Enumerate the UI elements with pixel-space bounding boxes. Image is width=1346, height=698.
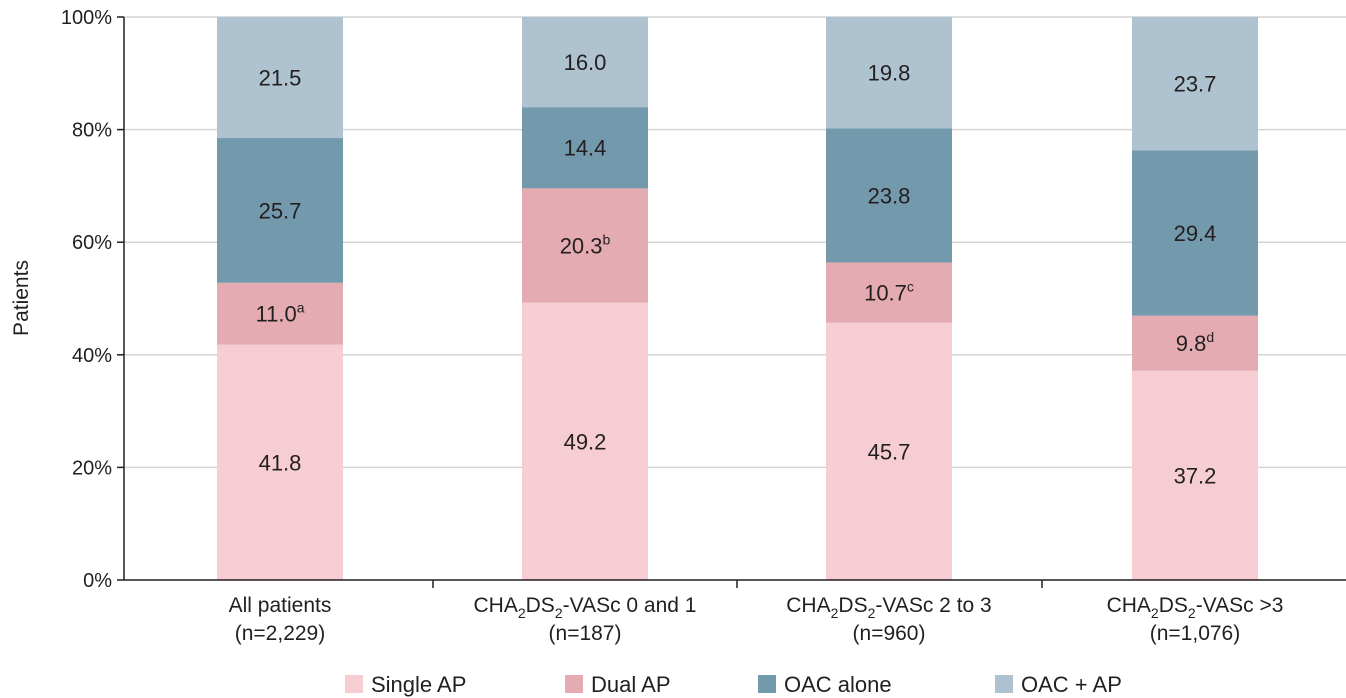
category-sublabel: (n=2,229) [235, 622, 325, 645]
bar-segment [217, 17, 343, 139]
data-label: 14.4 [564, 136, 607, 161]
y-tick-labels: 0% 20% 40% 60% 80% 100% [61, 7, 112, 592]
bar-segment [826, 262, 952, 323]
data-label: 41.8 [259, 450, 302, 475]
y-axis-label: Patients [10, 260, 33, 336]
legend-swatch [995, 675, 1013, 693]
y-tick-label: 80% [72, 120, 112, 142]
axes [117, 16, 1346, 588]
data-label: 25.7 [259, 198, 302, 223]
category-sublabel: (n=960) [853, 622, 926, 645]
bar-segment [1132, 315, 1258, 371]
category-sublabel: (n=187) [549, 622, 622, 645]
data-label: 45.7 [868, 439, 911, 464]
legend-swatch [565, 675, 583, 693]
legend-label: OAC + AP [1021, 672, 1122, 697]
data-label: 49.2 [564, 429, 607, 454]
data-label: 19.8 [868, 61, 911, 86]
data-label: 23.8 [868, 183, 911, 208]
bar-segment [1132, 17, 1258, 151]
data-label: 20.3b [560, 232, 611, 259]
bar-segment [826, 128, 952, 263]
legend-swatch [758, 675, 776, 693]
y-tick-label: 40% [72, 345, 112, 367]
category-sublabel: (n=1,076) [1150, 622, 1240, 645]
category-label: CHA2DS2-VASc 0 and 1 [474, 594, 697, 621]
bar-segment [522, 17, 648, 108]
y-tick-label: 0% [83, 570, 112, 592]
category-label: CHA2DS2-VASc >3 [1107, 594, 1284, 621]
data-label: 23.7 [1174, 72, 1217, 97]
y-tick-label: 20% [72, 457, 112, 479]
bar-segment [217, 138, 343, 283]
legend-swatch [345, 675, 363, 693]
bar-segment [217, 282, 343, 345]
data-label: 21.5 [259, 66, 302, 91]
bars: 41.8 11.0a 25.7 21.5 49.2 20.3b 14.4 16.0 45.7 10… [217, 17, 1258, 580]
data-label: 9.8d [1176, 329, 1214, 356]
bar-segment [1132, 370, 1258, 580]
data-label: 37.2 [1174, 463, 1217, 488]
data-label: 10.7c [864, 279, 914, 306]
x-category-labels: All patients (n=2,229) CHA2DS2-VASc 0 and … [229, 594, 1284, 645]
legend-label: Dual AP [591, 672, 671, 697]
y-tick-label: 100% [61, 7, 112, 29]
bar-segment [217, 344, 343, 580]
category-label: CHA2DS2-VASc 2 to 3 [786, 594, 991, 621]
bar-segment [522, 188, 648, 303]
category-label: All patients [229, 594, 332, 617]
bar-segment [522, 302, 648, 580]
legend-label: OAC alone [784, 672, 892, 697]
y-tick-label: 60% [72, 232, 112, 254]
bar-segment [826, 322, 952, 580]
bar-segment [522, 107, 648, 189]
data-label: 29.4 [1174, 221, 1217, 246]
data-label: 16.0 [564, 50, 607, 75]
legend: Single AP Dual AP OAC alone OAC + AP [345, 672, 1122, 697]
legend-label: Single AP [371, 672, 466, 697]
bar-segment [826, 17, 952, 129]
data-label: 11.0a [256, 300, 305, 327]
bar-segment [1132, 150, 1258, 316]
